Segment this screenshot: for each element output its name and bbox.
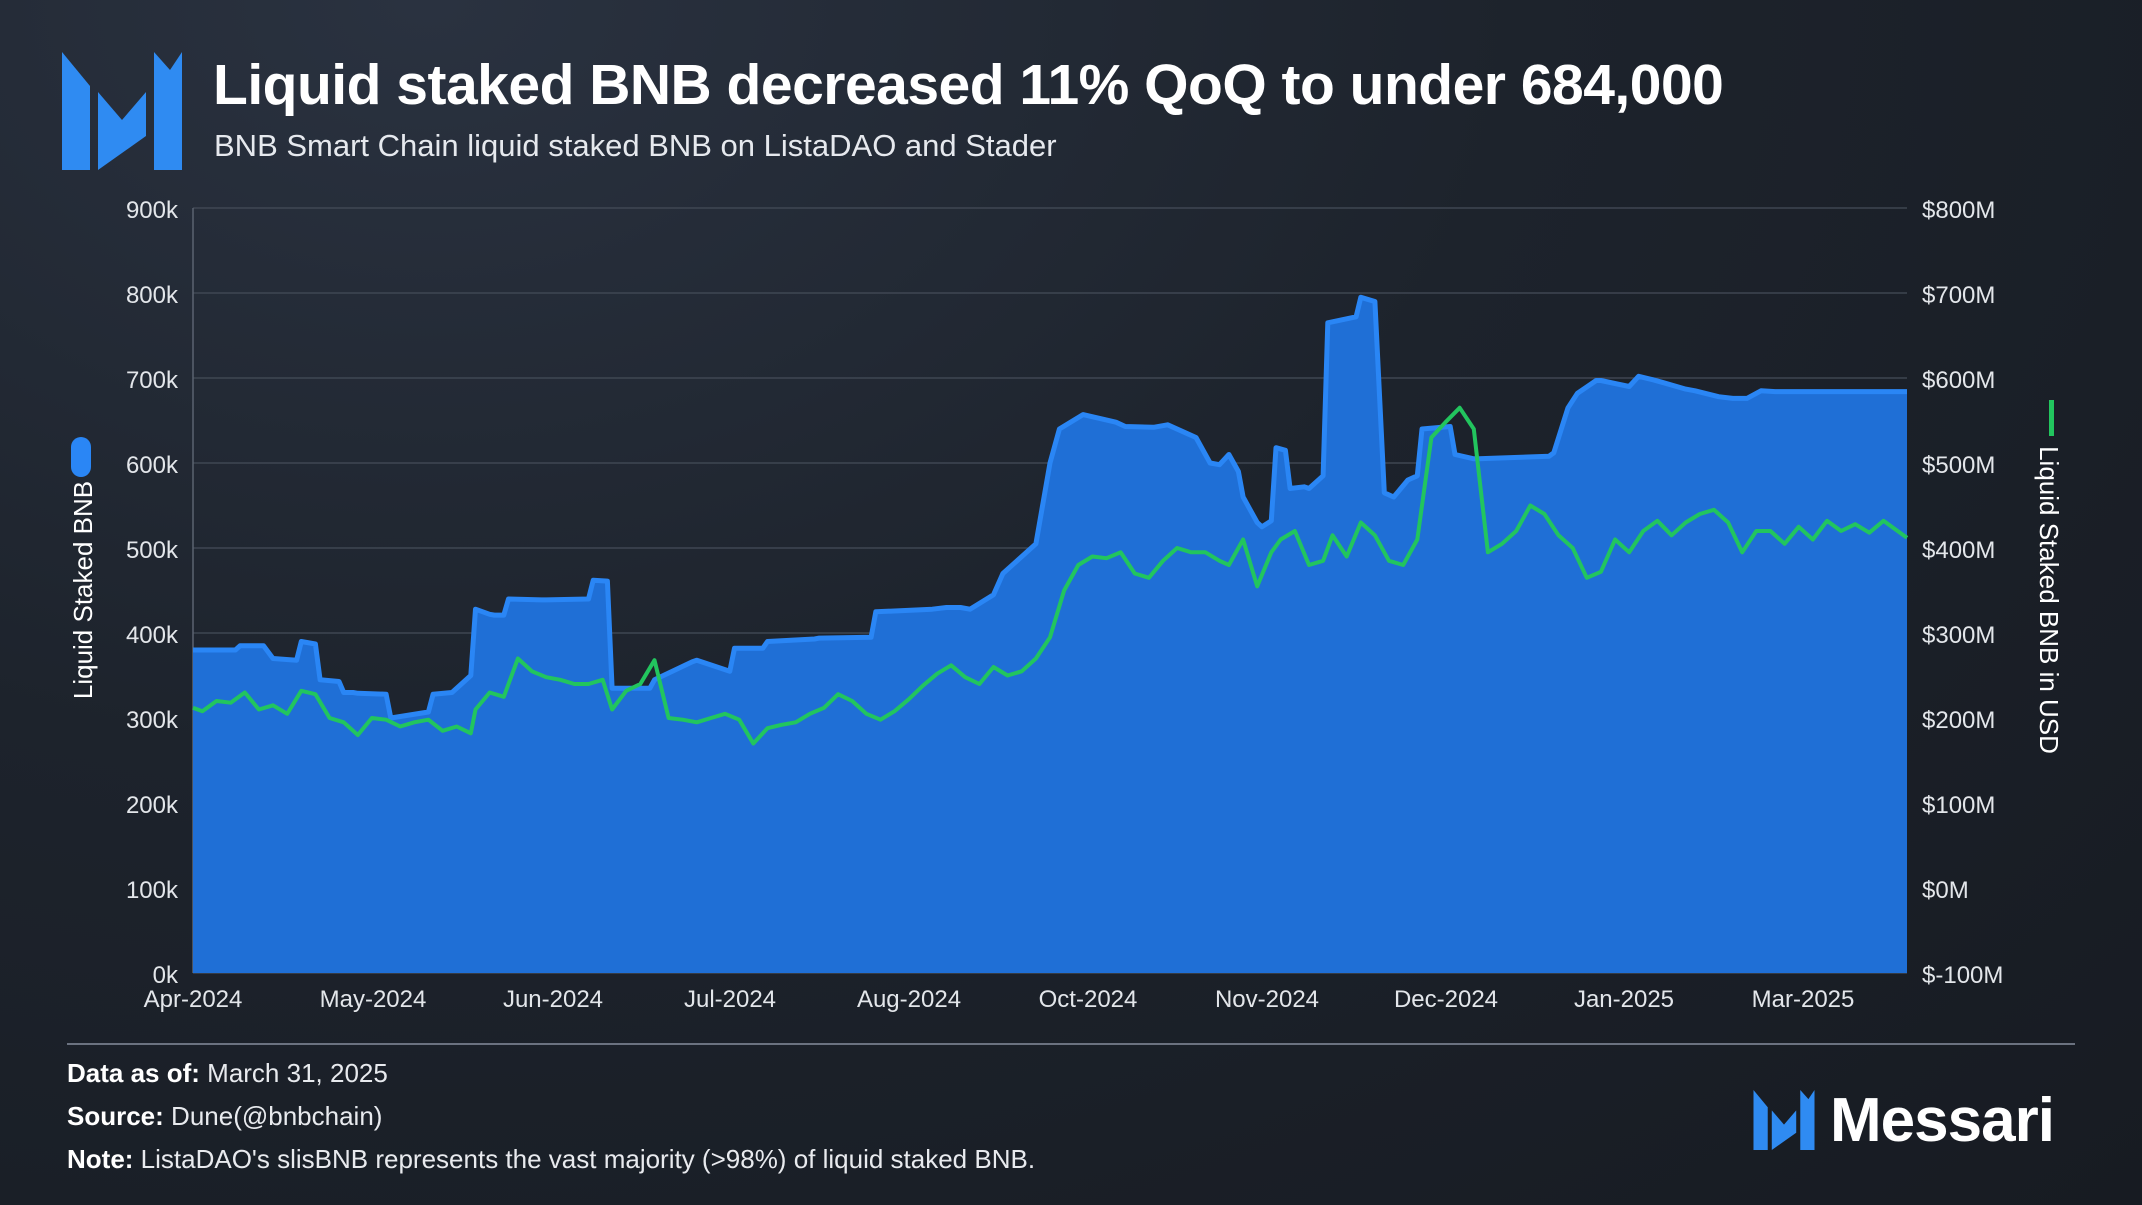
right-tick-label: $100M: [1922, 792, 1995, 819]
left-tick-label: 200k: [126, 792, 179, 819]
x-tick-label: May-2024: [320, 986, 427, 1013]
brand-logo: Messari: [1752, 1086, 2055, 1155]
right-axis-title: Liquid Staked BNB in USD: [2034, 446, 2064, 754]
right-tick-label: $0M: [1922, 877, 1969, 904]
bnb-line: [193, 294, 1907, 721]
right-axis-title-group: Liquid Staked BNB in USD: [2034, 400, 2064, 754]
x-tick-label: Aug-2024: [857, 986, 961, 1013]
left-tick-label: 800k: [126, 282, 179, 309]
right-tick-label: $400M: [1922, 537, 1995, 564]
source-line: Source: Dune(@bnbchain): [67, 1101, 382, 1132]
left-tick-label: 100k: [126, 877, 179, 904]
chart: 0k $-100M 100k $0M 200k $100M 300k $200M 400k $30…: [68, 197, 2064, 1013]
x-tick-label: Jan-2025: [1574, 986, 1674, 1013]
source-value: Dune(@bnbchain): [171, 1101, 383, 1131]
left-tick-label: 0k: [153, 962, 179, 989]
right-tick-label: $600M: [1922, 367, 1995, 394]
left-axis-title: Liquid Staked BNB: [68, 481, 98, 699]
right-tick-label: $300M: [1922, 622, 1995, 649]
right-tick-label: $800M: [1922, 197, 1995, 224]
right-tick-label: $500M: [1922, 452, 1995, 479]
note-label: Note:: [67, 1144, 134, 1174]
x-tick-label: Jun-2024: [503, 986, 603, 1013]
page-title: Liquid staked BNB decreased 11% QoQ to u…: [213, 53, 1724, 117]
data-as-of-value: March 31, 2025: [207, 1058, 388, 1088]
left-legend-swatch: [71, 437, 91, 477]
footer-divider: [67, 1043, 2075, 1045]
usd-line: [192, 405, 1909, 746]
x-tick-label: Oct-2024: [1039, 986, 1138, 1013]
right-legend-swatch: [2049, 400, 2054, 436]
note-value: ListaDAO's slisBNB represents the vast m…: [140, 1144, 1036, 1174]
x-tick-label: Apr-2024: [144, 986, 243, 1013]
x-tick-label: Nov-2024: [1215, 986, 1319, 1013]
data-as-of-line: Data as of: March 31, 2025: [67, 1058, 388, 1089]
left-axis-title-group: Liquid Staked BNB: [68, 437, 98, 699]
left-tick-label: 900k: [126, 197, 179, 224]
x-tick-label: Mar-2025: [1752, 986, 1855, 1013]
left-tick-label: 500k: [126, 537, 179, 564]
right-tick-label: $200M: [1922, 707, 1995, 734]
right-tick-label: $-100M: [1922, 962, 2003, 989]
left-tick-label: 400k: [126, 622, 179, 649]
left-tick-label: 600k: [126, 452, 179, 479]
note-line: Note: ListaDAO's slisBNB represents the …: [67, 1144, 1035, 1175]
source-label: Source:: [67, 1101, 164, 1131]
left-tick-label: 300k: [126, 707, 179, 734]
brand-name: Messari: [1830, 1085, 2055, 1155]
page-subtitle: BNB Smart Chain liquid staked BNB on Lis…: [214, 128, 1057, 163]
x-tick-label: Jul-2024: [684, 986, 776, 1013]
right-tick-label: $700M: [1922, 282, 1995, 309]
data-as-of-label: Data as of:: [67, 1058, 200, 1088]
x-tick-label: Dec-2024: [1394, 986, 1498, 1013]
messari-brand-icon: [1753, 1090, 1815, 1150]
messari-logo-icon: [62, 52, 182, 170]
left-tick-label: 700k: [126, 367, 179, 394]
